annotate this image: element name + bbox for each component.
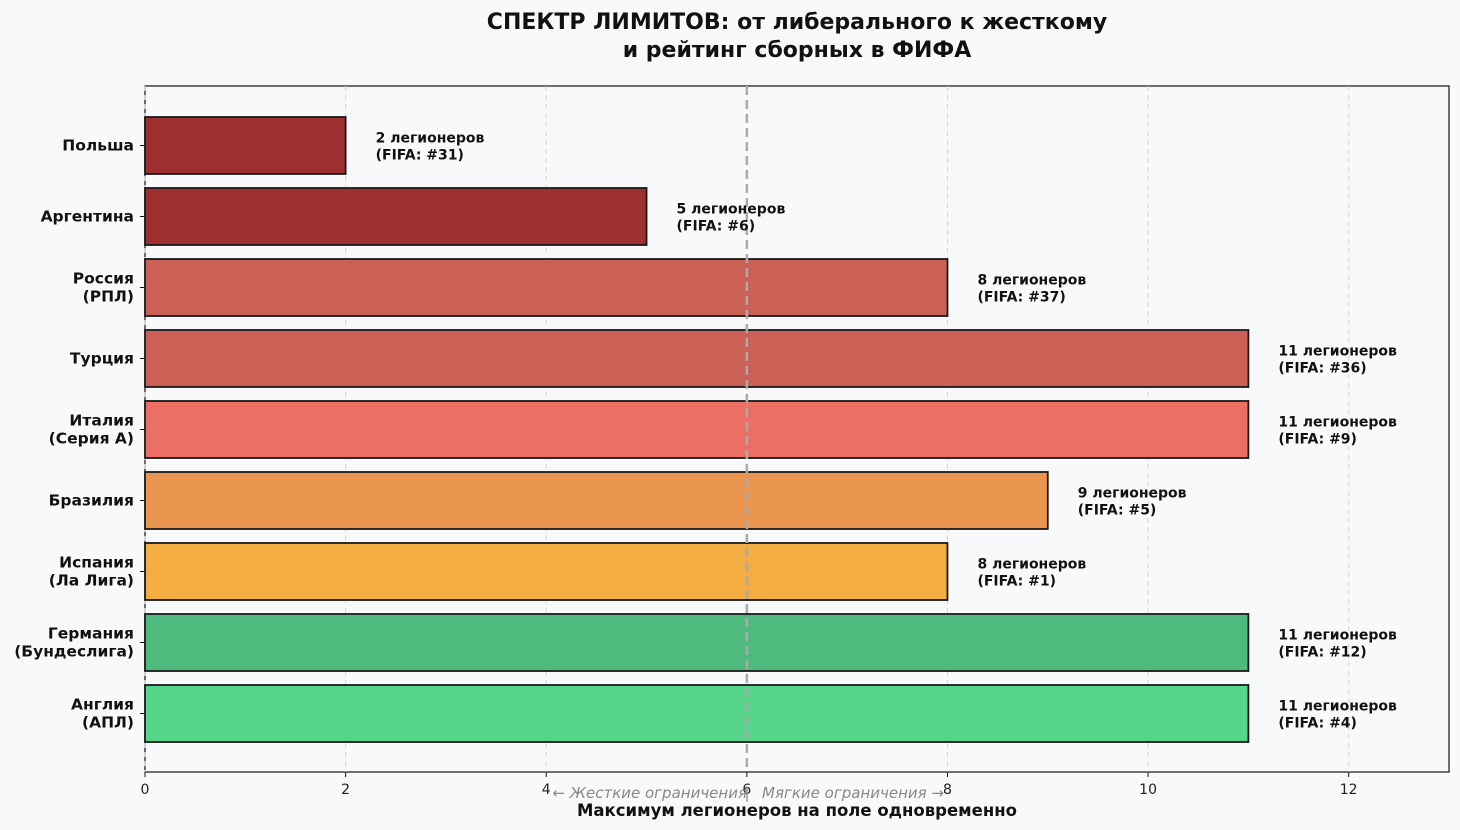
bar	[144, 329, 1250, 388]
bar-value-label: (FIFA: #12)	[1278, 645, 1366, 661]
y-category-label: Россия	[73, 270, 134, 288]
bar-value-label: 2 легионеров	[376, 131, 485, 147]
y-category-label: Польша	[62, 137, 134, 155]
bar-value-label: (FIFA: #1)	[977, 574, 1056, 590]
y-category-label: Турция	[70, 350, 134, 368]
y-category-label: (Бундеслига)	[14, 643, 134, 661]
x-tick-label: 0	[141, 782, 150, 798]
annotation-hard-limits: ← Жесткие ограничения	[552, 784, 747, 802]
bar-value-label: (FIFA: #5)	[1078, 503, 1157, 519]
x-tick-label: 4	[542, 782, 551, 798]
bar-value-label: 5 легионеров	[677, 202, 786, 218]
bar-value-label: (FIFA: #9)	[1278, 432, 1357, 448]
x-tick-label: 8	[943, 782, 952, 798]
bar	[144, 613, 1250, 672]
bar	[144, 471, 1049, 530]
x-axis-label: Максимум легионеров на поле одновременно	[577, 801, 1017, 820]
x-ticks-layer: 0 2 4 6 8 10 12	[141, 772, 1358, 798]
y-category-label: Бразилия	[49, 492, 134, 510]
bar-value-label: (FIFA: #37)	[977, 290, 1065, 306]
y-category-label: Англия	[71, 696, 134, 714]
bar-value-label: (FIFA: #31)	[376, 148, 464, 164]
bar-value-label: 11 легионеров	[1278, 415, 1397, 431]
x-tick-label: 12	[1340, 782, 1358, 798]
x-tick-label: 2	[341, 782, 350, 798]
bar-value-label: 8 легионеров	[977, 557, 1086, 573]
y-category-label: (РПЛ)	[83, 288, 134, 306]
y-category-label: Аргентина	[41, 208, 134, 226]
y-category-label: Германия	[48, 625, 134, 643]
x-tick-label: 10	[1139, 782, 1157, 798]
bar	[144, 400, 1250, 459]
y-category-label: Италия	[69, 412, 134, 430]
chart-title-line-2: и рейтинг сборных в ФИФА	[623, 38, 972, 63]
bar	[144, 542, 949, 601]
bar-value-label: 11 легионеров	[1278, 628, 1397, 644]
bar-value-label: 11 легионеров	[1278, 699, 1397, 715]
x-tick-label: 6	[742, 782, 751, 798]
bar-value-label: 8 легионеров	[977, 273, 1086, 289]
bar	[144, 116, 347, 175]
annotation-soft-limits: Мягкие ограничения →	[762, 784, 944, 802]
chart-title-line-1: СПЕКТР ЛИМИТОВ: от либерального к жестко…	[487, 10, 1107, 35]
bar-value-label: 9 легионеров	[1078, 486, 1187, 502]
bar	[144, 187, 648, 246]
y-category-label: (Серия А)	[49, 430, 134, 448]
bars-layer	[144, 116, 1250, 743]
bar	[144, 258, 949, 317]
y-category-label: Испания	[59, 554, 134, 572]
bar-value-label: (FIFA: #36)	[1278, 361, 1366, 377]
y-category-label: (Ла Лига)	[49, 572, 134, 590]
bar-value-label: (FIFA: #4)	[1278, 716, 1357, 732]
bar-value-label: 11 легионеров	[1278, 344, 1397, 360]
y-category-label: (АПЛ)	[82, 714, 134, 732]
bar	[144, 684, 1250, 743]
value-labels: 2 легионеров(FIFA: #31)5 легионеров(FIFA…	[376, 131, 1397, 732]
y-category-labels: Польша Аргентина Россия(РПЛ) Турция Италия(С…	[14, 137, 145, 732]
bar-value-label: (FIFA: #6)	[677, 219, 756, 235]
annotation-separator: |	[744, 784, 749, 802]
